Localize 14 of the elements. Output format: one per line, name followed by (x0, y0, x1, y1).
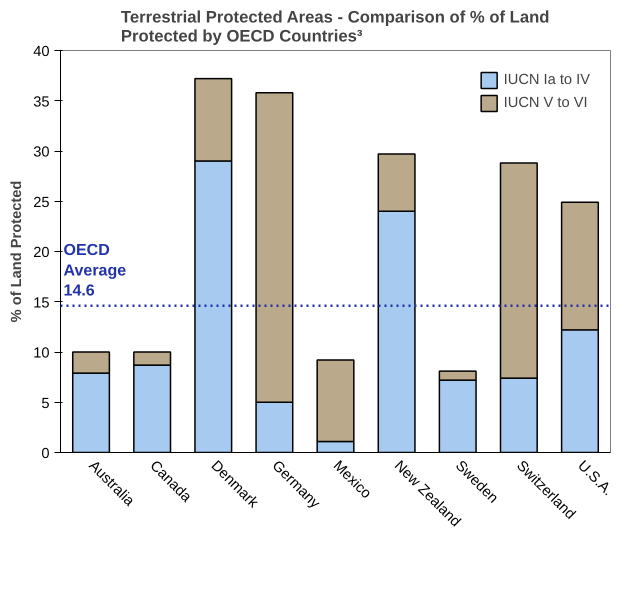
legend-label: IUCN Ia to IV (504, 72, 590, 88)
y-axis-title: % of Land Protected (9, 180, 26, 322)
y-tick-label: 10 (33, 346, 50, 362)
y-tick-label: 15 (33, 295, 50, 312)
legend-label: IUCN V to VI (504, 95, 588, 111)
y-tick-label: 30 (33, 144, 50, 160)
y-tick-label: 35 (33, 94, 50, 110)
ref-line-label: OECD Average 14.6 (64, 242, 126, 300)
y-tick-label: 40 (33, 44, 50, 60)
y-tick-label: 0 (41, 446, 50, 462)
y-tick-label: 5 (41, 396, 50, 412)
y-tick-label: 20 (33, 245, 50, 261)
chart-title: Terrestrial Protected Areas - Comparison of % of Land Protected by OECD Countries³ (120, 8, 550, 46)
y-tick-label: 25 (33, 194, 50, 211)
